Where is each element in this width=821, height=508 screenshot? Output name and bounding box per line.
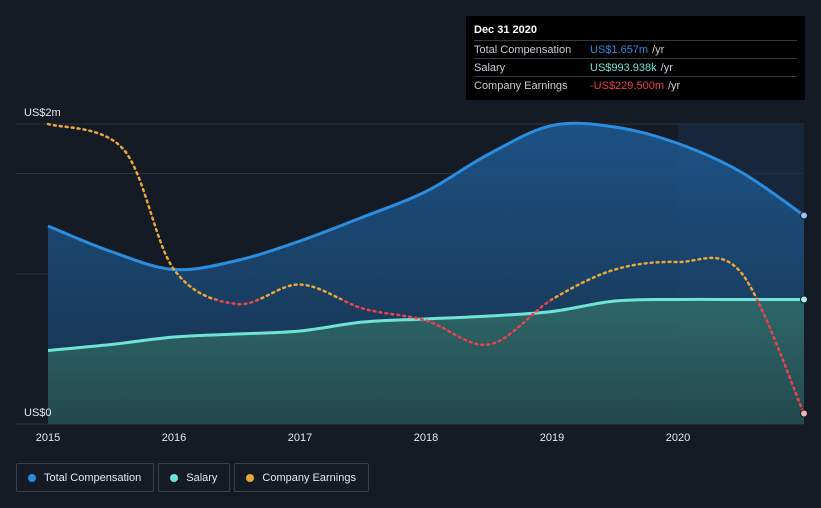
company-earnings-line (46, 122, 759, 300)
tooltip-row-total: Total Compensation US$1.657m /yr (474, 40, 797, 58)
company-earnings-line-negative (211, 299, 806, 415)
x-tick-label: 2019 (540, 432, 564, 444)
legend-dot-icon (28, 473, 36, 482)
tooltip-label: Total Compensation (474, 43, 572, 56)
total-compensation-end-marker (800, 211, 808, 220)
end-markers (800, 211, 808, 418)
tooltip-date: Dec 31 2020 (474, 24, 537, 36)
series-areas (48, 123, 804, 425)
tooltip-row-earnings: Company Earnings -US$229.500m /yr (474, 76, 797, 94)
legend-label: Company Earnings (262, 471, 356, 484)
tooltip-value-total: US$1.657m (590, 43, 649, 56)
x-tick-label: 2016 (162, 432, 186, 444)
tooltip-unit: /yr (668, 79, 681, 92)
legend-dot-icon (170, 473, 179, 482)
legend: Total Compensation Salary Company Earnin… (16, 463, 369, 492)
x-tick-label: 2018 (414, 432, 438, 444)
tooltip-row-salary: Salary US$993.938k /yr (474, 58, 797, 76)
salary-end-marker (800, 295, 808, 304)
salary-line (47, 297, 804, 352)
tooltip-unit: /yr (652, 43, 665, 56)
axis-labels: US$2m US$0 2015 2016 2017 2018 2019 2020 (24, 107, 690, 444)
x-tick-label: 2017 (288, 432, 312, 444)
tooltip-label: Salary (474, 61, 506, 74)
x-tick-label: 2020 (666, 432, 690, 444)
legend-label: Total Compensation (44, 471, 142, 484)
legend-item-salary[interactable]: Salary (158, 463, 231, 492)
tooltip-label: Company Earnings (474, 79, 568, 92)
y-tick-label: US$0 (24, 407, 52, 419)
legend-dot-icon (246, 473, 255, 482)
legend-item-total-compensation[interactable]: Total Compensation (16, 463, 155, 492)
x-tick-label: 2015 (36, 432, 60, 444)
company-earnings-end-marker (800, 409, 808, 418)
tooltip-unit: /yr (660, 61, 673, 74)
legend-item-company-earnings[interactable]: Company Earnings (234, 463, 369, 492)
tooltip-value-earnings: -US$229.500m (590, 79, 664, 92)
legend-label: Salary (186, 471, 218, 484)
tooltip-value-salary: US$993.938k (590, 61, 657, 74)
tooltip: Dec 31 2020 Total Compensation US$1.657m… (466, 16, 805, 100)
series-lines (46, 121, 806, 415)
salary-area (48, 299, 804, 424)
y-tick-label: US$2m (24, 107, 61, 119)
